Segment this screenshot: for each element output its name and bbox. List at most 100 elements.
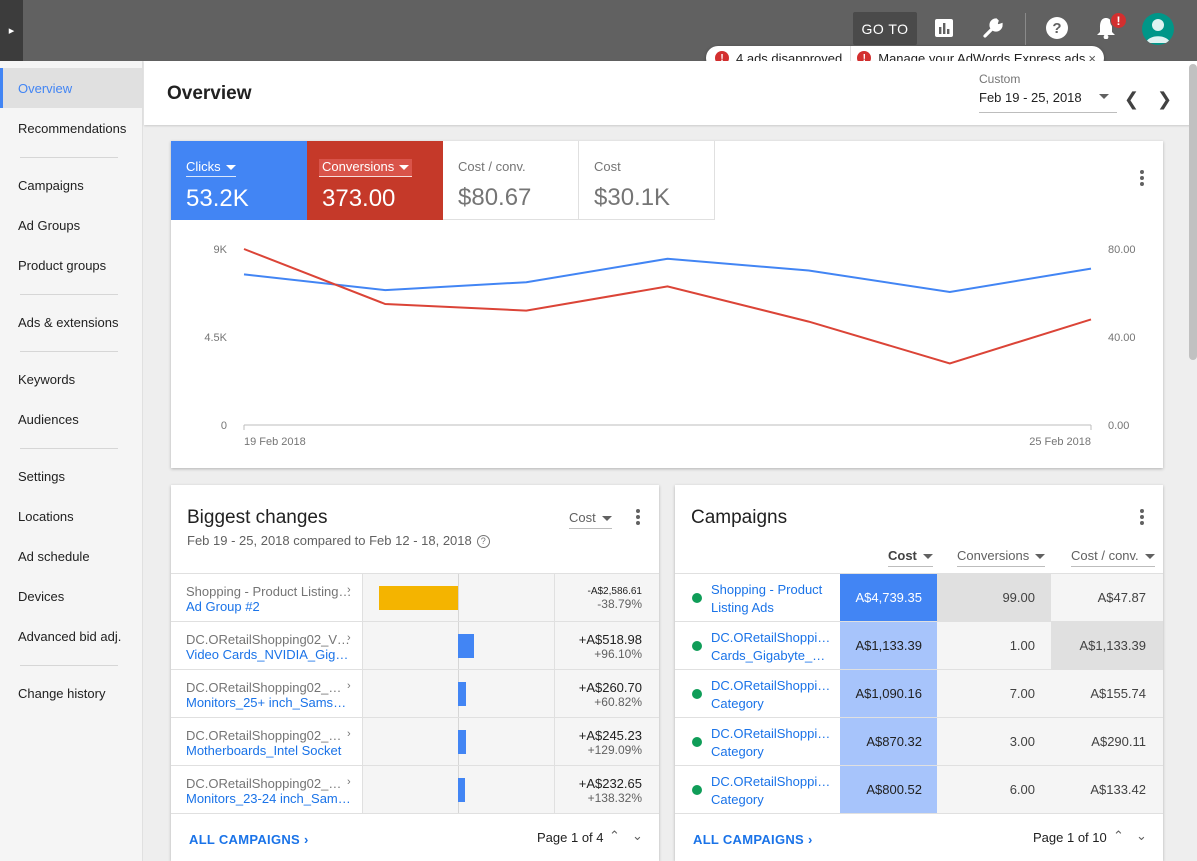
campaign-link[interactable]: DC.ORetailShopping02 Category	[711, 677, 831, 713]
change-amount: +A$518.98	[578, 632, 642, 647]
goto-button[interactable]: GO TO	[853, 12, 917, 45]
sidebar-item-settings[interactable]: Settings	[18, 468, 65, 484]
conversions-cell: 99.00	[937, 574, 1051, 621]
campaign-name: DC.ORetailShopping02_Motherboards	[186, 728, 352, 743]
metric-cost[interactable]: Cost $30.1K	[579, 141, 715, 220]
campaign-link[interactable]: Shopping - Product Listing Ads	[711, 581, 831, 617]
ad-group-link[interactable]: Motherboards_Intel Socket	[186, 743, 342, 758]
table-row[interactable]: DC.ORetailShopping02 Category A$1,090.167.…	[675, 669, 1163, 717]
cost-cell: A$1,090.16	[840, 670, 937, 717]
sidebar-item-recommendations[interactable]: Recommendations	[18, 120, 127, 136]
next-period-icon[interactable]: ❯	[1157, 89, 1173, 109]
status-enabled-icon	[692, 737, 702, 747]
account-avatar[interactable]	[1142, 13, 1174, 45]
chevron-up-icon[interactable]: ⌃	[609, 828, 620, 843]
list-item[interactable]: DC.ORetailShopping02_Motherboards› Mother…	[171, 717, 659, 765]
sidebar-item-product-groups[interactable]: Product groups	[18, 257, 107, 273]
sidebar-item-overview[interactable]: Overview	[0, 68, 142, 108]
list-item[interactable]: DC.ORetailShopping02_Monitors› Monitors_2…	[171, 765, 659, 813]
chevron-right-icon: ›	[347, 776, 351, 788]
chevron-up-icon[interactable]: ⌃	[1113, 828, 1124, 843]
more-vert-icon[interactable]	[636, 509, 640, 525]
close-icon[interactable]: ×	[1088, 50, 1096, 66]
pager-text: Page 1 of 4	[537, 830, 604, 845]
sidebar-item-change-history[interactable]: Change history	[18, 685, 106, 701]
column-header-conversions[interactable]: Conversions	[957, 548, 1046, 567]
more-vert-icon[interactable]	[1140, 509, 1144, 525]
ad-group-link[interactable]: Ad Group #2	[186, 599, 260, 614]
tools-icon[interactable]	[981, 16, 1005, 40]
all-campaigns-link[interactable]: ALL CAMPAIGNS ›	[189, 832, 309, 847]
column-header-label: Cost / conv.	[1071, 548, 1139, 563]
previous-period-icon[interactable]: ❮	[1124, 89, 1140, 109]
sidebar-item-ad-schedule[interactable]: Ad schedule	[18, 548, 90, 564]
cost-per-conv-cell: A$133.42	[1051, 766, 1163, 813]
change-values: -A$2,586.61 -38.79%	[554, 574, 659, 621]
campaign-name-line: DC.ORetailShopping02	[711, 678, 831, 693]
change-bar	[379, 586, 458, 610]
sidebar-item-keywords[interactable]: Keywords	[18, 371, 76, 387]
alerts-bar: ! 4 ads disapproved ! Manage your AdWord…	[706, 46, 1104, 70]
date-range-label: Custom	[979, 72, 1021, 86]
ad-group-link[interactable]: Monitors_25+ inch_Samsung	[186, 695, 352, 710]
chevron-right-icon: ›	[347, 680, 351, 692]
change-percent: +60.82%	[594, 695, 642, 709]
campaign-link[interactable]: DC.ORetailShopping02 Cards_Gigabyte_NVIDI…	[711, 629, 831, 665]
sidebar-item-locations[interactable]: Locations	[18, 508, 74, 524]
reports-icon[interactable]	[932, 16, 956, 40]
y-right-tick-label: 80.00	[1108, 244, 1136, 256]
cost-cell: A$800.52	[840, 766, 937, 813]
sidebar-item-audiences[interactable]: Audiences	[18, 411, 79, 427]
metric-value: 373.00	[322, 185, 396, 212]
metric-value: 53.2K	[186, 185, 249, 212]
list-item[interactable]: Shopping - Product Listing Ads › Ad Group …	[171, 573, 659, 621]
date-range-select[interactable]: Feb 19 - 25, 2018	[979, 90, 1082, 105]
metric-clicks-select[interactable]: Clicks	[186, 159, 236, 177]
metric-conversions[interactable]: Conversions 373.00	[307, 141, 443, 220]
ad-group-link[interactable]: Monitors_23-24 inch_Samsung	[186, 791, 352, 806]
metric-clicks[interactable]: Clicks 53.2K	[171, 141, 307, 220]
list-item[interactable]: DC.ORetailShopping02_Monitors› Monitors_2…	[171, 669, 659, 717]
y-left-tick-label: 0	[221, 420, 227, 432]
change-values: +A$245.23 +129.09%	[554, 718, 659, 765]
column-header-cost-per-conv[interactable]: Cost / conv.	[1071, 548, 1155, 567]
change-amount: +A$232.65	[578, 776, 642, 791]
sidebar-item-campaigns[interactable]: Campaigns	[18, 177, 84, 193]
metric-conversions-select[interactable]: Conversions	[319, 159, 413, 177]
metric-select-label: Cost	[569, 510, 596, 525]
chevron-down-icon[interactable]: ⌄	[1136, 828, 1147, 843]
campaign-link[interactable]: DC.ORetailShopping02 Category	[711, 725, 831, 761]
sidebar-item-devices[interactable]: Devices	[18, 588, 65, 604]
sidebar-item-ads-extensions[interactable]: Ads & extensions	[18, 314, 119, 330]
table-row[interactable]: DC.ORetailShopping02 Cards_Gigabyte_NVIDI…	[675, 621, 1163, 669]
table-row[interactable]: Shopping - Product Listing Ads A$4,739.35 9…	[675, 573, 1163, 621]
metric-select[interactable]: Cost	[569, 510, 612, 529]
sidebar-item-ad-groups[interactable]: Ad Groups	[18, 217, 81, 233]
change-percent: +138.32%	[587, 791, 642, 805]
campaign-name-line: Category	[711, 792, 764, 807]
change-amount: -A$2,586.61	[587, 586, 643, 597]
table-row[interactable]: DC.ORetailShopping02 Category A$870.323.00…	[675, 717, 1163, 765]
all-campaigns-link[interactable]: ALL CAMPAIGNS ›	[693, 832, 813, 847]
more-vert-icon[interactable]	[1140, 170, 1144, 186]
help-icon[interactable]: ?	[1045, 16, 1069, 40]
campaign-link[interactable]: DC.ORetailShopping02 Category	[711, 773, 831, 809]
list-item[interactable]: DC.ORetailShopping02_Video Cards› Video C…	[171, 621, 659, 669]
sidebar-item-advanced-bid[interactable]: Advanced bid adj.	[18, 628, 122, 644]
date-range-underline	[979, 112, 1117, 113]
column-header-cost[interactable]: Cost	[888, 548, 933, 567]
campaigns-card: Campaigns Cost Conversions Cost / conv. …	[675, 485, 1163, 861]
page-scrollbar[interactable]	[1189, 64, 1197, 360]
chevron-down-icon[interactable]: ⌄	[632, 828, 643, 843]
chevron-down-icon	[1144, 554, 1155, 560]
sidebar-expand-icon[interactable]: ▸	[0, 0, 23, 61]
metric-cost-per-conv[interactable]: Cost / conv. $80.67	[443, 141, 579, 220]
ad-group-link[interactable]: Video Cards_NVIDIA_Gigabyte	[186, 647, 352, 662]
chevron-down-icon[interactable]	[1099, 94, 1109, 99]
table-row[interactable]: DC.ORetailShopping02 Category A$800.526.00…	[675, 765, 1163, 813]
metric-value: $30.1K	[594, 184, 671, 211]
cost-per-conv-cell: A$155.74	[1051, 670, 1163, 717]
help-icon[interactable]: ?	[476, 535, 490, 549]
performance-line-chart: 9K 4.5K 0 80.00 40.00 0.00 19 Feb 2018 25 Feb 2…	[204, 244, 1136, 448]
chevron-right-icon: ›	[347, 728, 351, 740]
